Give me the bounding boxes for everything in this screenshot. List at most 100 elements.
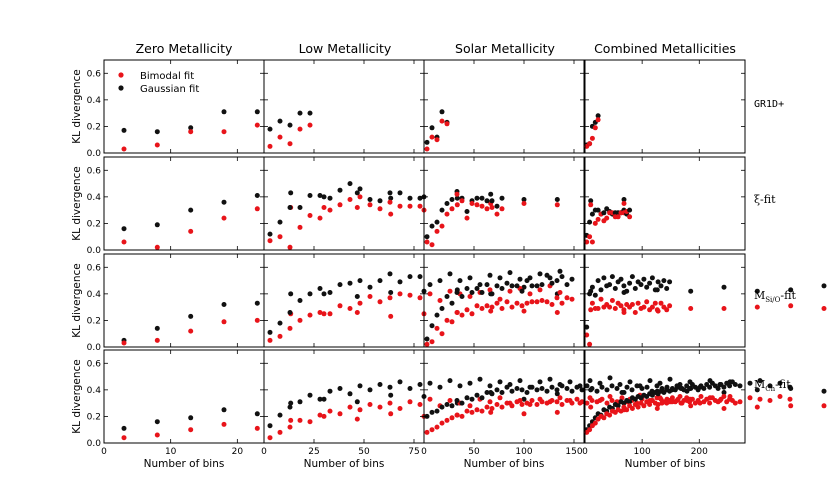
point-gaussian — [549, 384, 555, 390]
point-gaussian — [297, 298, 303, 303]
point-bimodal — [337, 303, 343, 309]
point-gaussian — [715, 386, 721, 391]
point-bimodal — [489, 406, 495, 411]
point-bimodal — [327, 311, 333, 317]
point-bimodal — [507, 288, 513, 294]
panel-r0-c2 — [423, 59, 585, 154]
point-bimodal — [417, 295, 423, 301]
point-bimodal — [434, 325, 440, 331]
point-bimodal — [788, 303, 794, 309]
point-gaussian — [434, 408, 440, 414]
point-bimodal — [439, 118, 445, 124]
point-bimodal — [424, 429, 430, 435]
point-bimodal — [397, 203, 403, 209]
point-gaussian — [497, 379, 503, 385]
point-gaussian — [707, 384, 713, 390]
point-gaussian — [627, 280, 633, 286]
point-bimodal — [594, 399, 600, 405]
point-gaussian — [621, 197, 627, 202]
point-bimodal — [632, 310, 638, 315]
y-axis-label: KL divergence — [71, 166, 83, 240]
point-bimodal — [554, 202, 560, 208]
point-gaussian — [604, 387, 610, 393]
point-gaussian — [667, 376, 673, 382]
point-gaussian — [624, 384, 630, 390]
point-gaussian — [357, 278, 363, 284]
point-gaussian — [188, 207, 194, 213]
panel-r2-c1 — [263, 253, 563, 348]
point-gaussian — [479, 290, 485, 295]
point-gaussian — [407, 386, 413, 391]
point-bimodal — [494, 300, 500, 306]
point-gaussian — [589, 386, 595, 391]
point-gaussian — [647, 280, 653, 286]
point-gaussian — [567, 379, 573, 385]
point-bimodal — [521, 308, 527, 314]
column-title-3: Combined Metallicities — [594, 41, 736, 56]
point-bimodal — [587, 141, 593, 147]
point-bimodal — [297, 126, 303, 132]
row-label-0: GR1D+ — [754, 99, 784, 110]
point-bimodal — [587, 234, 593, 240]
point-bimodal — [655, 402, 661, 407]
point-gaussian — [188, 125, 194, 131]
point-bimodal — [307, 213, 313, 218]
y-tick-label: 0.4 — [87, 193, 102, 203]
x-axis-label: Number of bins — [144, 458, 225, 470]
point-gaussian — [554, 197, 560, 202]
point-gaussian — [821, 388, 827, 394]
point-bimodal — [188, 427, 194, 433]
point-gaussian — [297, 399, 303, 405]
point-bimodal — [557, 290, 563, 295]
point-gaussian — [617, 382, 623, 387]
point-gaussian — [664, 286, 670, 291]
point-bimodal — [188, 129, 194, 135]
point-gaussian — [267, 329, 273, 335]
point-gaussian — [429, 125, 435, 131]
point-bimodal — [357, 407, 363, 413]
y-tick-label: 0.0 — [87, 246, 102, 256]
row-label-1: ξ-fit — [754, 193, 776, 206]
point-gaussian — [479, 395, 485, 401]
row-label-2-tail: -fit — [780, 289, 796, 302]
legend-marker-bimodal — [118, 72, 124, 78]
point-gaussian — [337, 386, 343, 391]
point-bimodal — [624, 407, 630, 413]
point-gaussian — [347, 181, 353, 187]
point-gaussian — [607, 375, 613, 381]
point-gaussian — [544, 388, 550, 394]
point-gaussian — [459, 294, 465, 299]
point-bimodal — [367, 202, 373, 208]
point-bimodal — [388, 211, 394, 217]
point-bimodal — [347, 306, 353, 311]
column-titles: Zero Metallicity Low Metallicity Solar M… — [136, 41, 736, 56]
x-axis-label: Number of bins — [304, 458, 385, 470]
point-gaussian — [354, 294, 360, 299]
panel-frame — [584, 349, 746, 444]
point-bimodal — [704, 396, 710, 402]
x-tick-label: 50 — [468, 447, 480, 457]
point-gaussian — [484, 282, 490, 288]
point-gaussian — [221, 302, 227, 307]
point-bimodal — [754, 404, 760, 410]
point-gaussian — [407, 195, 413, 201]
point-gaussian — [607, 282, 613, 288]
point-gaussian — [658, 283, 664, 289]
point-bimodal — [504, 299, 510, 305]
point-bimodal — [464, 215, 470, 221]
point-bimodal — [439, 223, 445, 229]
point-bimodal — [604, 215, 610, 221]
point-gaussian — [564, 386, 570, 391]
point-gaussian — [367, 387, 373, 393]
point-bimodal — [757, 396, 763, 402]
point-gaussian — [424, 336, 430, 342]
point-gaussian — [569, 388, 575, 394]
point-gaussian — [521, 284, 527, 290]
point-gaussian — [634, 383, 640, 389]
point-gaussian — [367, 197, 373, 202]
point-gaussian — [429, 323, 435, 329]
point-gaussian — [347, 280, 353, 286]
point-bimodal — [449, 206, 455, 212]
point-gaussian — [554, 278, 560, 284]
